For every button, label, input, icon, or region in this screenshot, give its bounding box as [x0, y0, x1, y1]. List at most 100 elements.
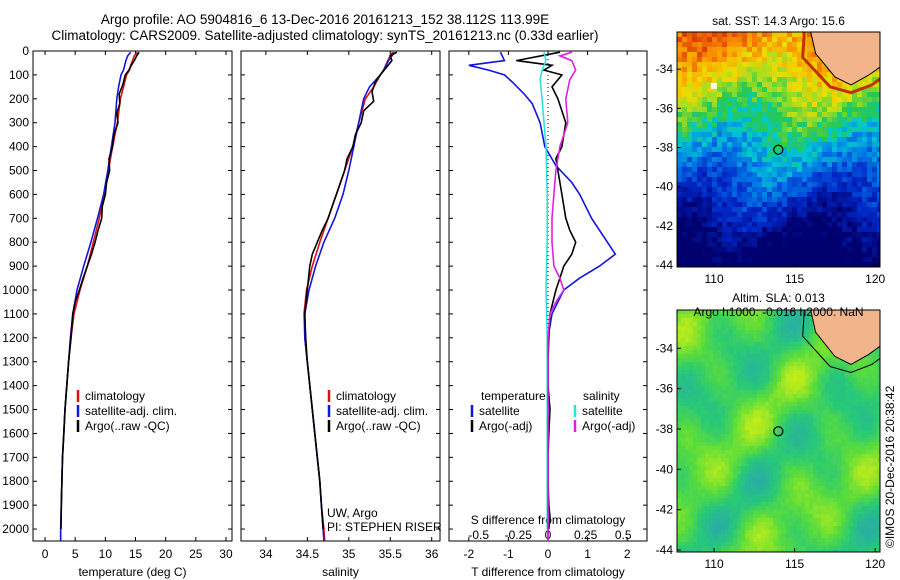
x-tick-label: 36: [425, 547, 439, 561]
y-tick-label: 0: [22, 44, 29, 58]
y-tick-label: -34: [656, 62, 674, 76]
x-tick-label: 0: [545, 547, 552, 561]
shelf-contour: [802, 310, 880, 374]
legend-label: satellite-adj. clim.: [85, 404, 177, 418]
x-tick-label: 35.5: [379, 547, 403, 561]
map-field: [677, 32, 880, 267]
title-line-2: Climatology: CARS2009. Satellite-adjuste…: [51, 28, 599, 43]
y-tick-label: 300: [9, 116, 29, 130]
map-subtitle: Argo h1000: -0.016 h2000: NaN: [693, 305, 863, 319]
x-axis-label: T difference from climatology: [471, 565, 625, 579]
x-tick-label: 120: [865, 272, 885, 286]
y-tick-label: -42: [656, 219, 674, 233]
x-tick-label-top: -0.25: [505, 528, 533, 542]
x-tick-label: 1: [584, 547, 591, 561]
panel-temperature: 0100200300400500600700800900100011001200…: [2, 44, 233, 579]
legend-label: climatology: [85, 389, 145, 403]
x-tick-label: 35: [342, 547, 356, 561]
y-tick-label: 2000: [2, 522, 29, 536]
legend-label: Argo(..raw -QC): [85, 419, 170, 433]
legend-label: satellite: [582, 404, 623, 418]
y-tick-label: -40: [656, 462, 674, 476]
map-sst_map: 110 115 120 -34 -36 -38 -40 -42 -44 sat. SST: 14.…: [656, 14, 886, 286]
map-sla_map: 110 115 120 -34 -36 -38 -40 -42 -44 Altim. SLA: 0…: [656, 291, 886, 571]
y-tick-label: -44: [656, 543, 674, 557]
legend-header-salinity: salinity: [583, 389, 620, 403]
y-tick-label: -44: [656, 258, 674, 272]
x-tick-label: 110: [704, 272, 723, 286]
y-tick-label: 1400: [2, 379, 29, 393]
x-tick-label: 115: [785, 557, 804, 571]
x-tick-label: 115: [785, 272, 804, 286]
land-mass: [810, 310, 880, 365]
x-tick-label: 34: [259, 547, 273, 561]
y-tick-label: 900: [9, 259, 29, 273]
argo-float-marker: [773, 144, 784, 155]
legend-label: climatology: [336, 389, 396, 403]
annotation-line-2: PI: STEPHEN RISER: [327, 520, 442, 534]
x-tick-label: 20: [159, 547, 173, 561]
x-tick-label-top: 0.25: [574, 528, 598, 542]
legend-label: Argo(-adj): [582, 419, 635, 433]
y-tick-label: -38: [656, 141, 674, 155]
figure-title: Argo profile: AO 5904816_6 13-Dec-2016 2…: [0, 12, 650, 44]
series-line-argo-raw-qc-: [60, 51, 140, 530]
y-tick-label: -34: [656, 341, 674, 355]
x-tick-label: -1: [503, 547, 514, 561]
y-tick-label: 1800: [2, 474, 29, 488]
series-line-argo-adj-: [547, 51, 577, 541]
title-line-1: Argo profile: AO 5904816_6 13-Dec-2016 2…: [100, 12, 550, 27]
y-tick-label: 1700: [2, 450, 29, 464]
plot-frame: [240, 50, 441, 542]
x-axis-label: salinity: [322, 565, 359, 579]
x-tick-label: 2: [624, 547, 631, 561]
legend-label: satellite-adj. clim.: [336, 404, 428, 418]
x-tick-label: 110: [704, 557, 723, 571]
y-tick-label: 500: [9, 164, 29, 178]
legend-label: Argo(..raw -QC): [336, 419, 421, 433]
series-line-satellite: [468, 51, 617, 541]
x-tick-label: 120: [865, 557, 885, 571]
legend-label: Argo(-adj): [479, 419, 532, 433]
series-line-argo-raw-qc-: [303, 51, 398, 530]
plot-frame: [32, 50, 233, 542]
y-tick-label: 700: [9, 211, 29, 225]
y-tick-label: 1600: [2, 426, 29, 440]
y-tick-label: 800: [9, 235, 29, 249]
map-frame: [676, 31, 881, 268]
y-tick-label: 1000: [2, 283, 29, 297]
x-tick-label-top: -0.5: [468, 528, 489, 542]
y-tick-label: 1100: [3, 307, 29, 321]
missing-data-cell: [710, 82, 717, 89]
y-tick-label: 200: [9, 92, 29, 106]
y-tick-label: -38: [656, 422, 674, 436]
x-tick-label: 10: [99, 547, 113, 561]
legend-header-temperature: temperature: [481, 389, 546, 403]
x-tick-label: 34.5: [296, 547, 320, 561]
copyright-credit: ©IMOS 20-Dec-2016 20:38:42: [883, 385, 897, 548]
panel-salinity: 34 34.5 35 35.5 36 salinity climatologysatelli…: [240, 50, 442, 579]
x-tick-label: 25: [189, 547, 203, 561]
map-field: [677, 310, 880, 552]
x-axis-label: temperature (deg C): [78, 565, 186, 579]
y-tick-label: -42: [656, 503, 674, 517]
y-tick-label: 1300: [2, 355, 29, 369]
land-mass: [810, 32, 880, 86]
y-tick-label: 1200: [2, 331, 29, 345]
y-tick-label: 600: [9, 187, 29, 201]
y-tick-label: -40: [656, 180, 674, 194]
legend-label: satellite: [479, 404, 520, 418]
y-tick-label: -36: [656, 382, 674, 396]
x-tick-label: -2: [463, 547, 474, 561]
x-tick-label: 15: [129, 547, 143, 561]
x-tick-label: 30: [219, 547, 233, 561]
x-tick-label: 0: [42, 547, 49, 561]
map-title: Altim. SLA: 0.013: [732, 291, 825, 305]
y-tick-label: 400: [9, 140, 29, 154]
shelf-contour: [801, 32, 880, 95]
x-tick-label-top: 0.5: [615, 528, 632, 542]
y-tick-label: 100: [9, 68, 29, 82]
x-tick-label: 5: [72, 547, 79, 561]
map-title: sat. SST: 14.3 Argo: 15.6: [712, 14, 845, 28]
